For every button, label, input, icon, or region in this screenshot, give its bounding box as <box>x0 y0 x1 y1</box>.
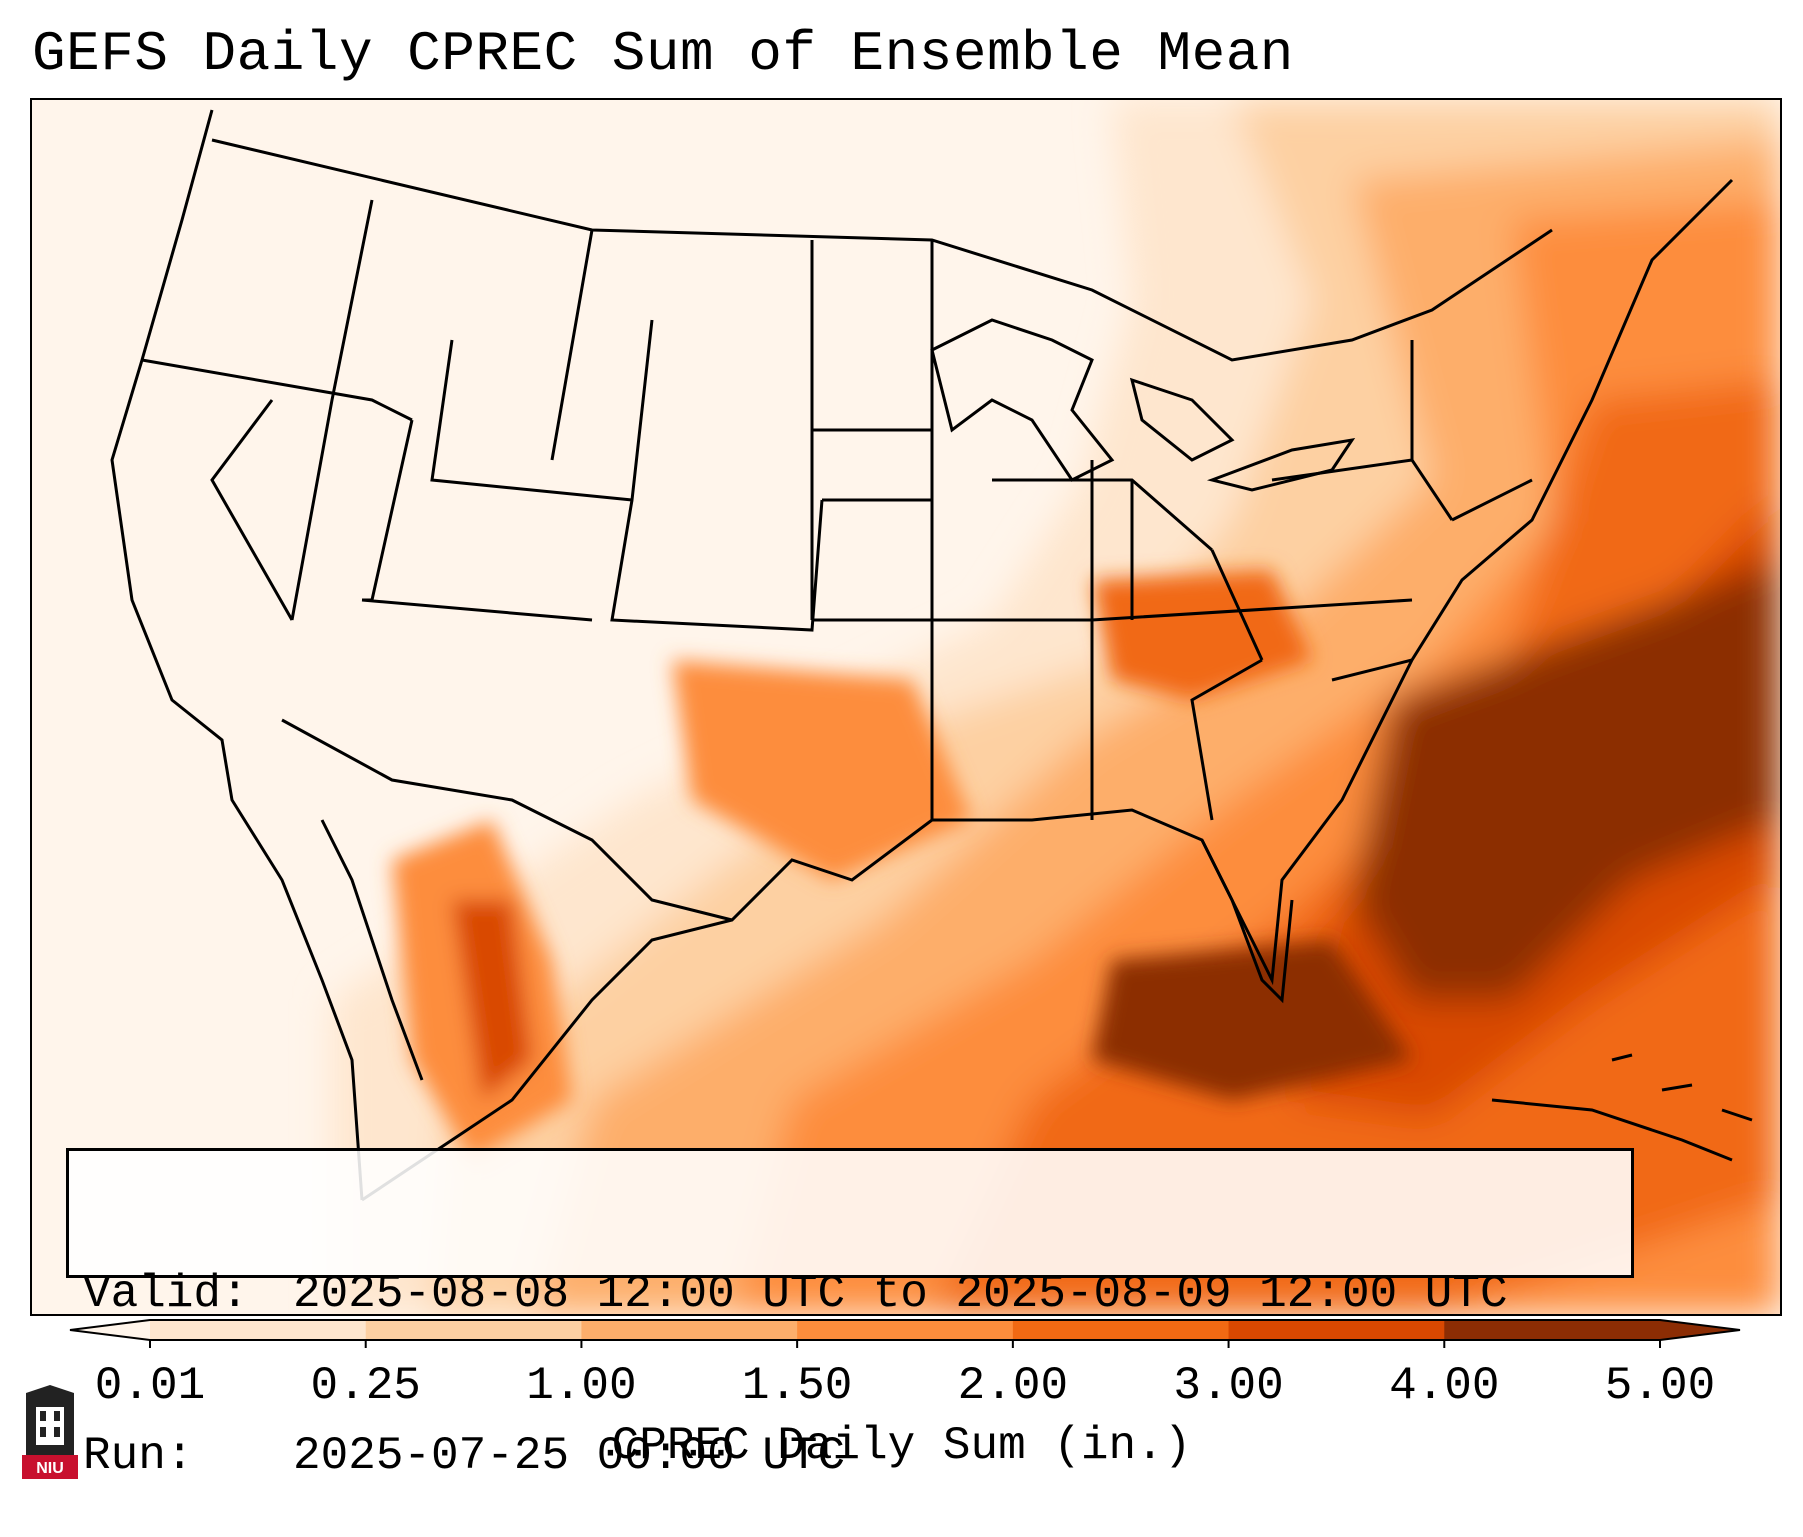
state-lines-east <box>1091 340 1533 821</box>
mexico-border <box>281 718 733 922</box>
baja-outline <box>320 819 424 1081</box>
colorbar-segment <box>365 1320 582 1340</box>
colorbar-extend-high <box>1660 1320 1740 1340</box>
colorbar-tick-label: 5.00 <box>1604 1360 1716 1412</box>
colorbar-label: CPREC Daily Sum (in.) <box>611 1420 1192 1472</box>
colorbar-ticks <box>149 1340 1661 1348</box>
colorbar-segment <box>150 1320 367 1340</box>
canada-border <box>211 138 1553 362</box>
colorbar-segment <box>797 1320 1014 1340</box>
logo-red-band <box>22 1455 78 1479</box>
colorbar-segments <box>70 1320 1740 1340</box>
west-coast-outline <box>110 109 364 1201</box>
colorbar-tick-label: 2.00 <box>957 1360 1069 1412</box>
great-lakes-outline <box>930 318 1356 492</box>
niu-logo: NIU <box>22 1385 78 1479</box>
plot-title: GEFS Daily CPREC Sum of Ensemble Mean <box>32 22 1294 86</box>
colorbar-tick-label: 4.00 <box>1389 1360 1500 1412</box>
precip-shading <box>32 100 1780 1314</box>
colorbar-tick-label: 3.00 <box>1173 1360 1284 1412</box>
cuba-outline <box>1491 1098 1733 1162</box>
florida-outline <box>1200 839 1294 1004</box>
colorbar-tick-label: 0.01 <box>94 1360 206 1412</box>
colorbar-segment <box>1228 1320 1445 1340</box>
colorbar-segment <box>1012 1320 1230 1340</box>
geographic-boundaries <box>110 109 1753 1202</box>
colorbar-outline <box>69 1319 1741 1341</box>
valid-label: Valid: <box>83 1268 249 1320</box>
caribbean-islands <box>1611 1053 1753 1122</box>
logo-text: NIU <box>36 1460 64 1477</box>
run-value: 2025-07-25 00:00 UTC <box>293 1430 846 1482</box>
valid-line: Valid: 2025-08-08 12:00 UTC to 2025-08-09… <box>83 1267 1617 1321</box>
colorbar-tick-label: 0.25 <box>310 1360 421 1412</box>
colorbar <box>69 1319 1741 1348</box>
colorbar-extend-low <box>70 1320 150 1340</box>
colorbar-tick-label: 1.50 <box>741 1360 853 1412</box>
map-panel <box>30 98 1782 1316</box>
precip-map <box>32 100 1780 1314</box>
state-lines-west <box>141 199 824 632</box>
colorbar-segment <box>1444 1320 1661 1340</box>
run-line: Run: 2025-07-25 00:00 UTC <box>83 1429 1617 1483</box>
valid-value: 2025-08-08 12:00 UTC to 2025-08-09 12:00… <box>293 1268 1508 1320</box>
valid-run-info-box: Valid: 2025-08-08 12:00 UTC to 2025-08-09… <box>66 1148 1634 1482</box>
colorbar-tick-label: 1.00 <box>526 1360 637 1412</box>
colorbar-segment <box>581 1320 798 1340</box>
run-label: Run: <box>83 1430 194 1482</box>
